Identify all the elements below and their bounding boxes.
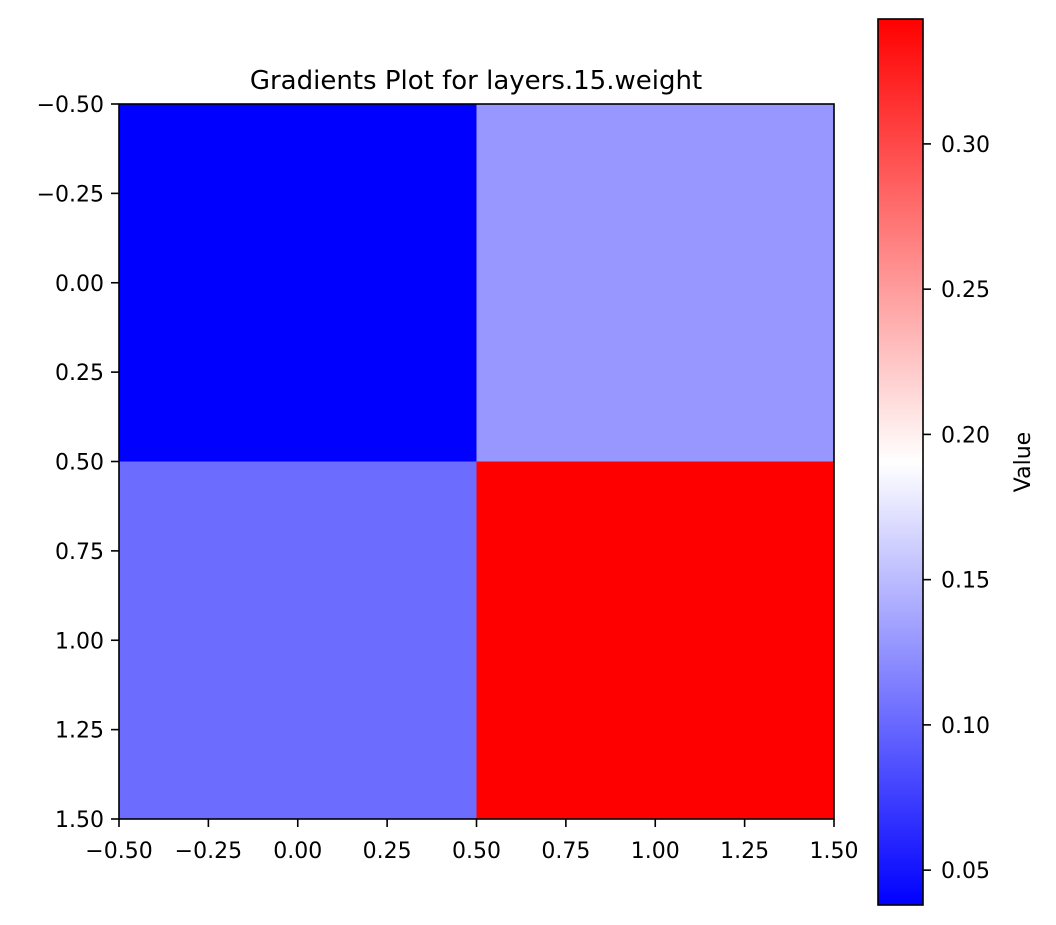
y-tick-label: 0.00	[55, 272, 104, 297]
y-tick-label: −0.50	[37, 93, 104, 118]
chart-title: Gradients Plot for layers.15.weight	[250, 66, 702, 96]
x-tick-label: 1.00	[631, 839, 680, 864]
y-tick-label: 0.50	[55, 451, 104, 476]
y-axis-ticks: −0.50 −0.25 0.00 0.25 0.50 0.75 1.00 1.25 1.50	[37, 93, 119, 833]
colorbar	[878, 19, 923, 905]
y-tick-label: 1.50	[55, 808, 104, 833]
colorbar-tick-label: 0.20	[941, 423, 990, 448]
heatmap-cell-r1-c0	[119, 461, 477, 819]
x-tick-label: −0.50	[85, 839, 152, 864]
heatmap-cell-r0-c0	[119, 104, 477, 462]
colorbar-label: Value	[1011, 432, 1036, 492]
x-tick-label: 1.25	[720, 839, 769, 864]
x-tick-label: 0.00	[273, 839, 322, 864]
y-tick-label: 0.75	[55, 540, 104, 565]
colorbar-tick-label: 0.15	[941, 569, 990, 594]
x-tick-label: 0.25	[363, 839, 412, 864]
x-tick-label: 0.50	[452, 839, 501, 864]
x-axis-ticks: −0.50 −0.25 0.00 0.25 0.50 0.75 1.00 1.25 1.50	[85, 819, 858, 864]
colorbar-tick-label: 0.10	[941, 714, 990, 739]
colorbar-tick-label: 0.25	[941, 278, 990, 303]
x-tick-label: 0.75	[541, 839, 590, 864]
colorbar-frame	[877, 18, 924, 906]
heatmap-cell-r1-c1	[476, 461, 834, 819]
y-tick-label: 1.25	[55, 719, 104, 744]
y-tick-label: −0.25	[37, 182, 104, 207]
x-tick-label: −0.25	[175, 839, 242, 864]
colorbar-tick-label: 0.05	[941, 859, 990, 884]
y-tick-label: 1.00	[55, 629, 104, 654]
x-tick-label: 1.50	[810, 839, 859, 864]
heatmap-cell-r0-c1	[476, 104, 834, 462]
colorbar-tick-label: 0.30	[941, 133, 990, 158]
heatmap-cells	[119, 104, 834, 819]
y-tick-label: 0.25	[55, 361, 104, 386]
colorbar-ticks: 0.05 0.10 0.15 0.20 0.25 0.30	[923, 133, 990, 884]
